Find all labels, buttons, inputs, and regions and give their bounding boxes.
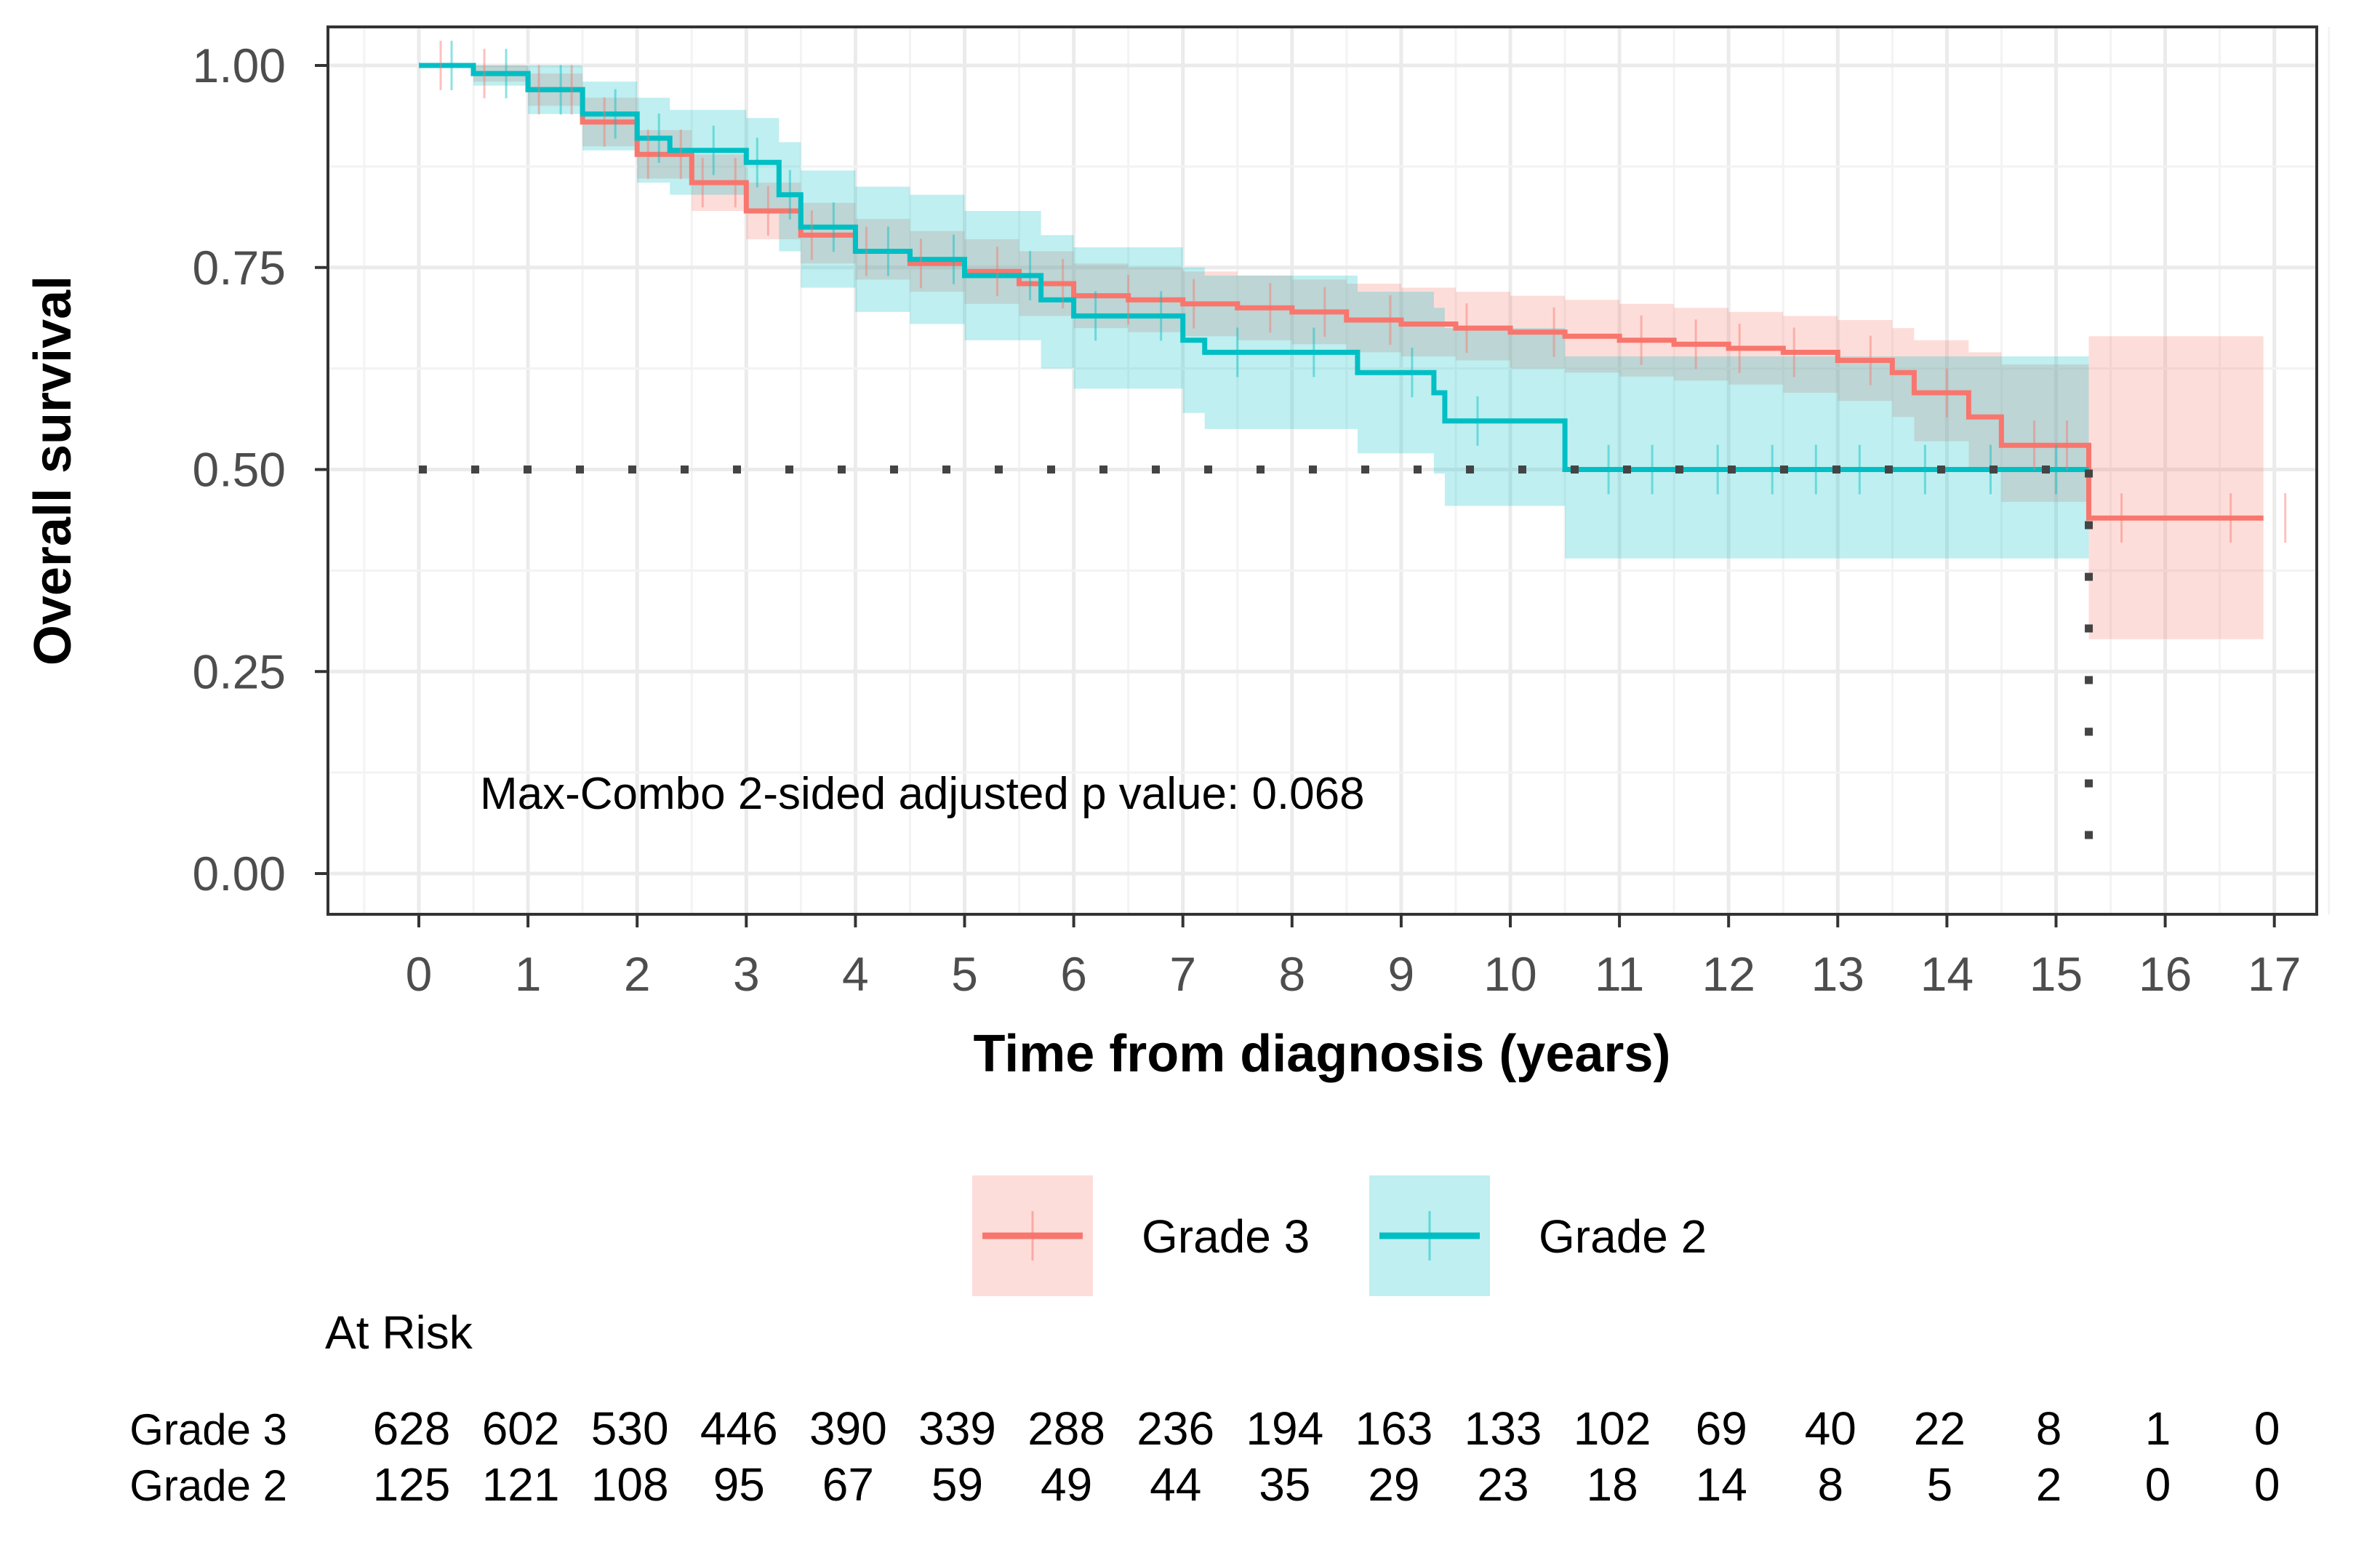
- at-risk-count-grade-3: 69: [1696, 1402, 1747, 1455]
- at-risk-row-label-grade-3: Grade 3: [129, 1405, 287, 1454]
- at-risk-row-label-grade-2: Grade 2: [129, 1461, 287, 1510]
- at-risk-count-grade-3: 40: [1805, 1402, 1856, 1455]
- at-risk-count-grade-3: 22: [1914, 1402, 1966, 1455]
- x-tick-label: 8: [1278, 947, 1305, 1001]
- at-risk-count-grade-3: 102: [1574, 1402, 1651, 1455]
- at-risk-count-grade-2: 35: [1259, 1458, 1310, 1511]
- at-risk-count-grade-3: 133: [1465, 1402, 1542, 1455]
- at-risk-count-grade-3: 1: [2145, 1402, 2171, 1455]
- survival-curve-grade-2: [419, 63, 2089, 472]
- at-risk-count-grade-2: 49: [1041, 1458, 1092, 1511]
- x-tick-label: 3: [733, 947, 760, 1001]
- p-value-annotation: Max-Combo 2-sided adjusted p value: 0.06…: [480, 769, 1365, 819]
- y-axis-title: Overall survival: [24, 276, 82, 666]
- y-tick-label: 1.00: [193, 39, 286, 92]
- at-risk-count-grade-3: 530: [591, 1402, 669, 1455]
- survival-curve-grade-3: [419, 63, 2264, 521]
- legend-label-grade-3: Grade 3: [1142, 1210, 1310, 1263]
- x-tick-label: 0: [406, 947, 433, 1001]
- at-risk-count-grade-3: 236: [1137, 1402, 1214, 1455]
- at-risk-count-grade-2: 2: [2036, 1458, 2062, 1511]
- x-tick-label: 14: [1920, 947, 1974, 1001]
- at-risk-count-grade-2: 95: [713, 1458, 765, 1511]
- x-tick-label: 17: [2248, 947, 2301, 1001]
- x-tick-label: 5: [951, 947, 978, 1001]
- at-risk-count-grade-2: 44: [1150, 1458, 1201, 1511]
- at-risk-count-grade-3: 602: [482, 1402, 560, 1455]
- at-risk-count-grade-2: 67: [822, 1458, 874, 1511]
- x-tick-label: 9: [1388, 947, 1415, 1001]
- at-risk-count-grade-2: 0: [2254, 1458, 2280, 1511]
- legend-label-grade-2: Grade 2: [1539, 1210, 1707, 1263]
- at-risk-count-grade-3: 628: [373, 1402, 451, 1455]
- at-risk-count-grade-3: 0: [2254, 1402, 2280, 1455]
- at-risk-count-grade-2: 121: [482, 1458, 560, 1511]
- at-risk-count-grade-3: 163: [1355, 1402, 1433, 1455]
- at-risk-count-grade-3: 339: [918, 1402, 996, 1455]
- at-risk-count-grade-3: 390: [809, 1402, 887, 1455]
- axis-ticks: 0 1 2 3 4 5 6 7 8 9 10 11 12 13 14 15 16 170.000.250.500.…: [193, 39, 2301, 1001]
- y-tick-label: 0.00: [193, 847, 286, 900]
- x-tick-label: 16: [2139, 947, 2192, 1001]
- at-risk-count-grade-3: 8: [2036, 1402, 2062, 1455]
- y-tick-label: 0.25: [193, 644, 286, 698]
- y-tick-label: 0.50: [193, 443, 286, 497]
- y-tick-label: 0.75: [193, 241, 286, 295]
- censor-marks: [439, 41, 2287, 543]
- x-tick-label: 11: [1595, 947, 1645, 1001]
- x-tick-label: 2: [624, 947, 651, 1001]
- at-risk-count-grade-3: 446: [700, 1402, 778, 1455]
- at-risk-count-grade-2: 125: [373, 1458, 451, 1511]
- at-risk-count-grade-2: 5: [1927, 1458, 1953, 1511]
- at-risk-count-grade-2: 0: [2145, 1458, 2171, 1511]
- at-risk-count-grade-2: 23: [1477, 1458, 1528, 1511]
- at-risk-count-grade-2: 108: [591, 1458, 669, 1511]
- x-tick-label: 12: [1702, 947, 1755, 1001]
- at-risk-count-grade-3: 288: [1027, 1402, 1105, 1455]
- x-tick-label: 10: [1483, 947, 1536, 1001]
- x-tick-label: 6: [1060, 947, 1087, 1001]
- at-risk-count-grade-2: 14: [1696, 1458, 1747, 1511]
- at-risk-count-grade-2: 8: [1818, 1458, 1844, 1511]
- x-axis-title: Time from diagnosis (years): [974, 1025, 1671, 1083]
- at-risk-count-grade-2: 18: [1587, 1458, 1638, 1511]
- x-tick-label: 13: [1811, 947, 1864, 1001]
- at-risk-count-grade-2: 29: [1368, 1458, 1419, 1511]
- legend: Grade 3 Grade 2: [972, 1175, 1707, 1296]
- at-risk-count-grade-3: 194: [1246, 1402, 1323, 1455]
- at-risk-table: Grade 3 628 602 530 446 390 339 288 236 194 163 133…: [129, 1402, 2280, 1511]
- x-tick-label: 7: [1169, 947, 1196, 1001]
- survival-curves: [419, 63, 2264, 521]
- x-tick-label: 4: [842, 947, 869, 1001]
- at-risk-title: At Risk: [325, 1306, 473, 1359]
- ci-band-grade-2: [419, 65, 2089, 559]
- x-tick-label: 15: [2030, 947, 2083, 1001]
- x-tick-label: 1: [515, 947, 542, 1001]
- at-risk-count-grade-2: 59: [931, 1458, 983, 1511]
